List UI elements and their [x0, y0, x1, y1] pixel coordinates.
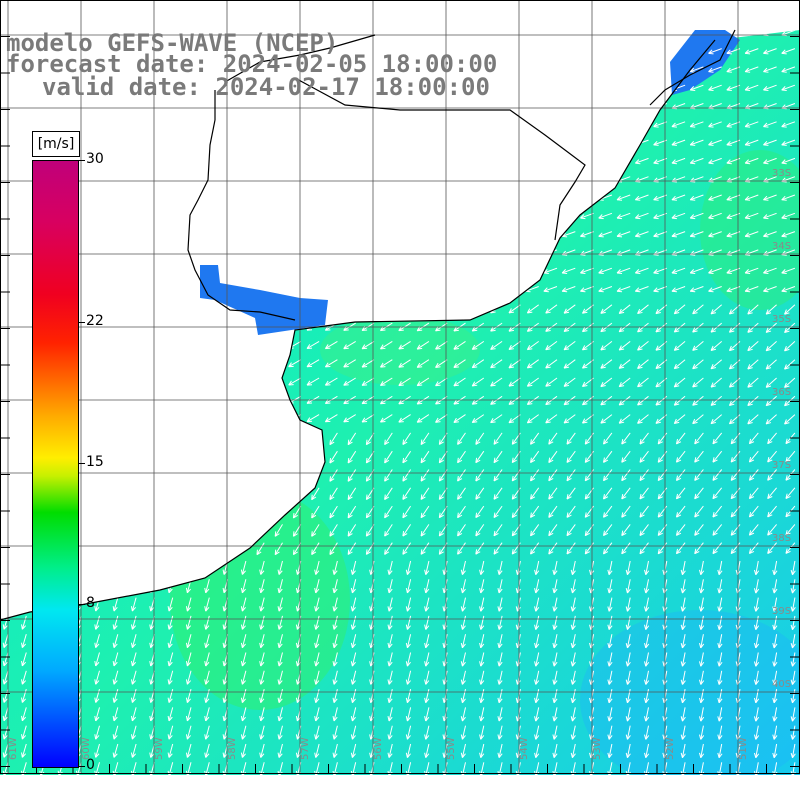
lat-label: 39S	[772, 606, 791, 617]
lat-label: 36S	[772, 387, 791, 398]
lon-label: 57W	[300, 737, 311, 760]
colorbar-tick-mark	[78, 604, 85, 606]
colorbar-tick-mark	[78, 160, 85, 161]
lon-label: 51W	[738, 737, 749, 760]
lon-label: 55W	[446, 737, 457, 760]
colorbar-units: [m/s]	[32, 131, 80, 157]
lat-label: 34S	[772, 241, 791, 252]
colorbar-tick-mark	[78, 766, 85, 767]
lat-label: 38S	[772, 533, 791, 544]
lat-label: 33S	[772, 168, 791, 179]
lon-label: 56W	[373, 737, 384, 760]
lon-label: 60W	[81, 737, 92, 760]
colorbar-tick-label: 0	[86, 757, 95, 773]
colorbar-tick-label: 30	[86, 151, 104, 167]
lon-label: 58W	[227, 737, 238, 760]
forecast-date: forecast date: 2024-02-05 18:00:00	[6, 50, 498, 78]
colorbar-tick-label: 22	[86, 312, 104, 329]
colorbar-tick-mark	[78, 463, 85, 464]
lon-label: 53W	[592, 737, 603, 760]
colorbar-tick-label: 15	[86, 454, 104, 470]
lat-label: 37S	[772, 460, 791, 471]
longitude-labels: 61W 60W 59W 58W 57W 56W 55W 54W 53W 52W 51W	[8, 737, 749, 760]
lat-label: 40S	[772, 679, 791, 690]
lon-label: 61W	[8, 737, 19, 760]
colorbar-tick-mark	[78, 321, 85, 323]
colorbar-tick-label: 8	[86, 595, 95, 612]
lat-label: 35S	[772, 314, 791, 325]
latitude-labels: 33S 34S 35S 36S 37S 38S 39S 40S	[772, 168, 791, 690]
lon-label: 59W	[154, 737, 165, 760]
lon-label: 52W	[665, 737, 676, 760]
lon-label: 54W	[519, 737, 530, 760]
lat-lon-grid	[0, 0, 800, 774]
colorbar	[32, 160, 79, 768]
valid-date: valid date: 2024-02-17 18:00:00	[42, 73, 490, 101]
coastline	[0, 29, 736, 621]
model-title: modelo GEFS-WAVE (NCEP)	[6, 29, 339, 57]
